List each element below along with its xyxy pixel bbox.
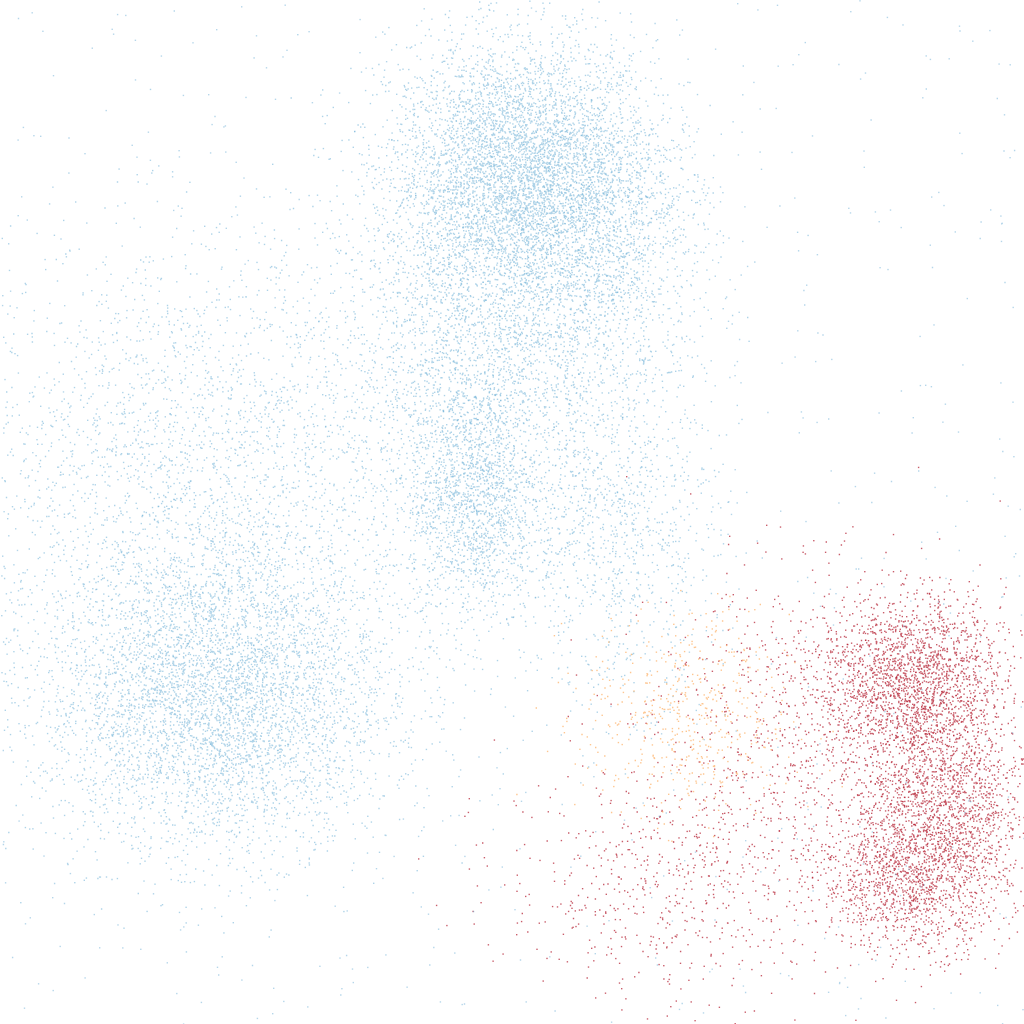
series-2-points	[516, 589, 843, 842]
series-0-cluster-1	[1, 367, 590, 958]
series-0-cluster-2	[367, 281, 574, 696]
series-0-points	[1, 0, 836, 958]
series-2-cluster-0	[516, 589, 843, 842]
series-0-cluster-0	[272, 0, 809, 444]
